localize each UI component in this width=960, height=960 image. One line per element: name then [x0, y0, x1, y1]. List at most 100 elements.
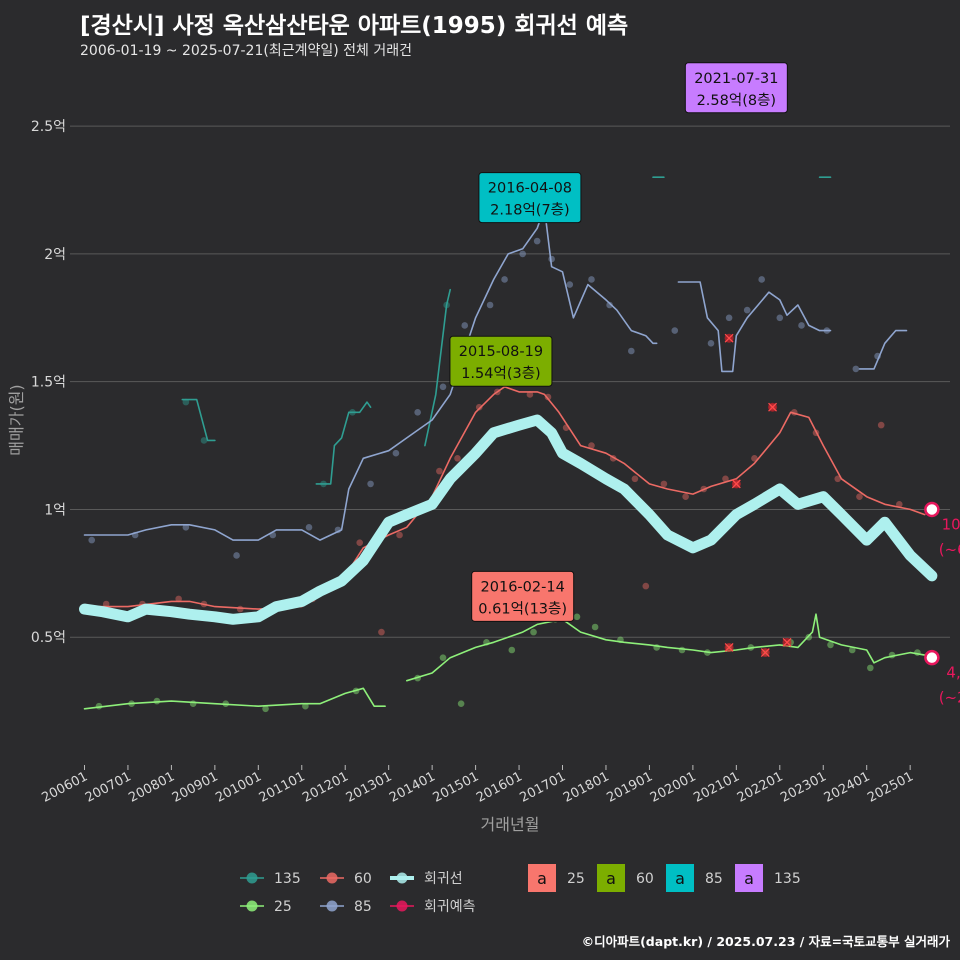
max-price-label-box — [478, 172, 582, 224]
forecast-value-label: 10,000 — [942, 515, 960, 533]
scatter-point-60 — [722, 475, 729, 483]
legend-dot-key — [326, 872, 338, 884]
legend-label-glyph: a — [606, 869, 616, 888]
scatter-point-25 — [848, 646, 856, 654]
legend-dot-key — [396, 872, 408, 884]
x-tick-label: 201101 — [257, 769, 308, 806]
legend-label-swatch — [597, 864, 625, 892]
cancelled-marker — [724, 333, 734, 343]
scatter-point-85 — [367, 480, 374, 488]
scatter-point-85 — [671, 327, 679, 334]
max-price-label-price: 1.54억(3층) — [461, 365, 541, 382]
legend-label: 135 — [274, 871, 301, 887]
y-tick-label: 2.5억 — [31, 119, 66, 135]
chart-subtitle: 2006-01-19 ~ 2025-07-21(최근계약일) 전체 거래건 — [80, 43, 412, 59]
scatter-point-85 — [743, 306, 751, 314]
x-tick-label: 201401 — [387, 769, 438, 806]
cancelled-marker-cross — [731, 479, 741, 489]
scatter-point-25 — [530, 628, 537, 636]
max-price-label: 2016-02-14 0.61억(13층) — [471, 570, 575, 622]
legend-dot-key — [326, 900, 338, 912]
scatter-point-85 — [725, 314, 733, 322]
legend-label: 60 — [636, 871, 654, 887]
scatter-point-60 — [751, 455, 758, 462]
scatter-point-25 — [591, 623, 599, 631]
max-price-label-price: 2.18억(7층) — [490, 202, 570, 219]
scatter-point-85 — [707, 340, 715, 347]
x-tick-label: 201901 — [604, 769, 655, 806]
y-tick-label: 1.5억 — [31, 375, 66, 391]
scatter-point-60 — [175, 595, 182, 603]
series-line-25 — [405, 613, 926, 682]
legend-label-glyph: a — [744, 869, 754, 888]
y-tick-label: 0.5억 — [31, 630, 66, 646]
scatter-point-60 — [896, 501, 903, 508]
scatter-point-60 — [588, 442, 595, 449]
legend-label: 60 — [354, 871, 372, 887]
cancelled-marker — [768, 402, 778, 412]
y-axis-title: 매매가(원) — [7, 384, 26, 455]
x-tick-label: 201801 — [561, 769, 612, 806]
scatter-point-85 — [182, 524, 190, 531]
scatter-point-85 — [776, 314, 784, 322]
scatter-point-85 — [233, 552, 240, 559]
scatter-point-60 — [834, 475, 842, 483]
scatter-point-85 — [758, 276, 765, 283]
scatter-point-135 — [200, 437, 208, 444]
scatter-point-85 — [486, 301, 494, 309]
x-tick-label: 201601 — [474, 769, 525, 806]
legend-label: 85 — [705, 871, 723, 887]
cancelled-marker — [731, 479, 741, 489]
scatter-point-85 — [88, 536, 96, 544]
scatter-point-60 — [356, 539, 364, 546]
max-price-label-price: 2.58억(8층) — [697, 92, 777, 109]
scatter-point-60 — [642, 582, 650, 590]
x-tick-label: 202401 — [822, 769, 873, 806]
x-tick-label: 201001 — [213, 769, 264, 806]
scatter-point-85 — [566, 281, 574, 288]
scatter-point-85 — [461, 322, 469, 329]
legend-dot-key — [246, 900, 258, 912]
scatter-point-60 — [682, 493, 689, 500]
cancelled-marker-cross — [724, 333, 734, 343]
scatter-point-85 — [852, 365, 860, 373]
x-tick-label: 201201 — [300, 769, 351, 806]
scatter-point-85 — [798, 322, 805, 329]
legend-dot-key — [396, 900, 408, 912]
y-tick-label: 2억 — [44, 247, 66, 263]
scatter-point-60 — [236, 605, 244, 613]
max-price-label-box — [449, 335, 553, 387]
cancelled-marker-cross — [724, 642, 734, 652]
series-line-135 — [181, 398, 216, 442]
forecast-area-label: (~60㎡) — [939, 540, 960, 558]
scatter-point-25 — [457, 700, 465, 707]
scatter-point-60 — [436, 467, 443, 475]
scatter-point-85 — [501, 276, 508, 283]
x-tick-label: 201701 — [518, 769, 569, 806]
x-tick-label: 200701 — [83, 769, 134, 806]
scatter-point-25 — [439, 654, 447, 661]
scatter-point-60 — [631, 475, 639, 483]
scatter-point-25 — [678, 646, 686, 654]
forecast-area-label: (~25㎡) — [939, 689, 960, 707]
legend-label-glyph: a — [675, 869, 685, 888]
series-line-85 — [83, 207, 658, 541]
scatter-point-25 — [302, 702, 309, 710]
x-tick-label: 201501 — [431, 769, 482, 806]
max-price-label: 2016-04-08 2.18억(7층) — [478, 172, 582, 224]
scatter-point-60 — [526, 391, 534, 398]
x-tick-label: 202501 — [865, 769, 916, 806]
series-line-85 — [677, 281, 832, 373]
legend-label: 135 — [774, 871, 801, 887]
max-price-label-date: 2021-07-31 — [694, 71, 778, 87]
legend-label: 회귀예측 — [424, 899, 476, 915]
scatter-point-60 — [396, 531, 403, 539]
legend-label-swatch — [666, 864, 694, 892]
max-price-label-box — [684, 62, 788, 114]
scatter-point-85 — [519, 250, 526, 258]
scatter-point-25 — [573, 613, 581, 621]
scatter-point-60 — [454, 455, 461, 462]
legend-label-swatch — [735, 864, 763, 892]
scatter-point-25 — [189, 700, 197, 707]
